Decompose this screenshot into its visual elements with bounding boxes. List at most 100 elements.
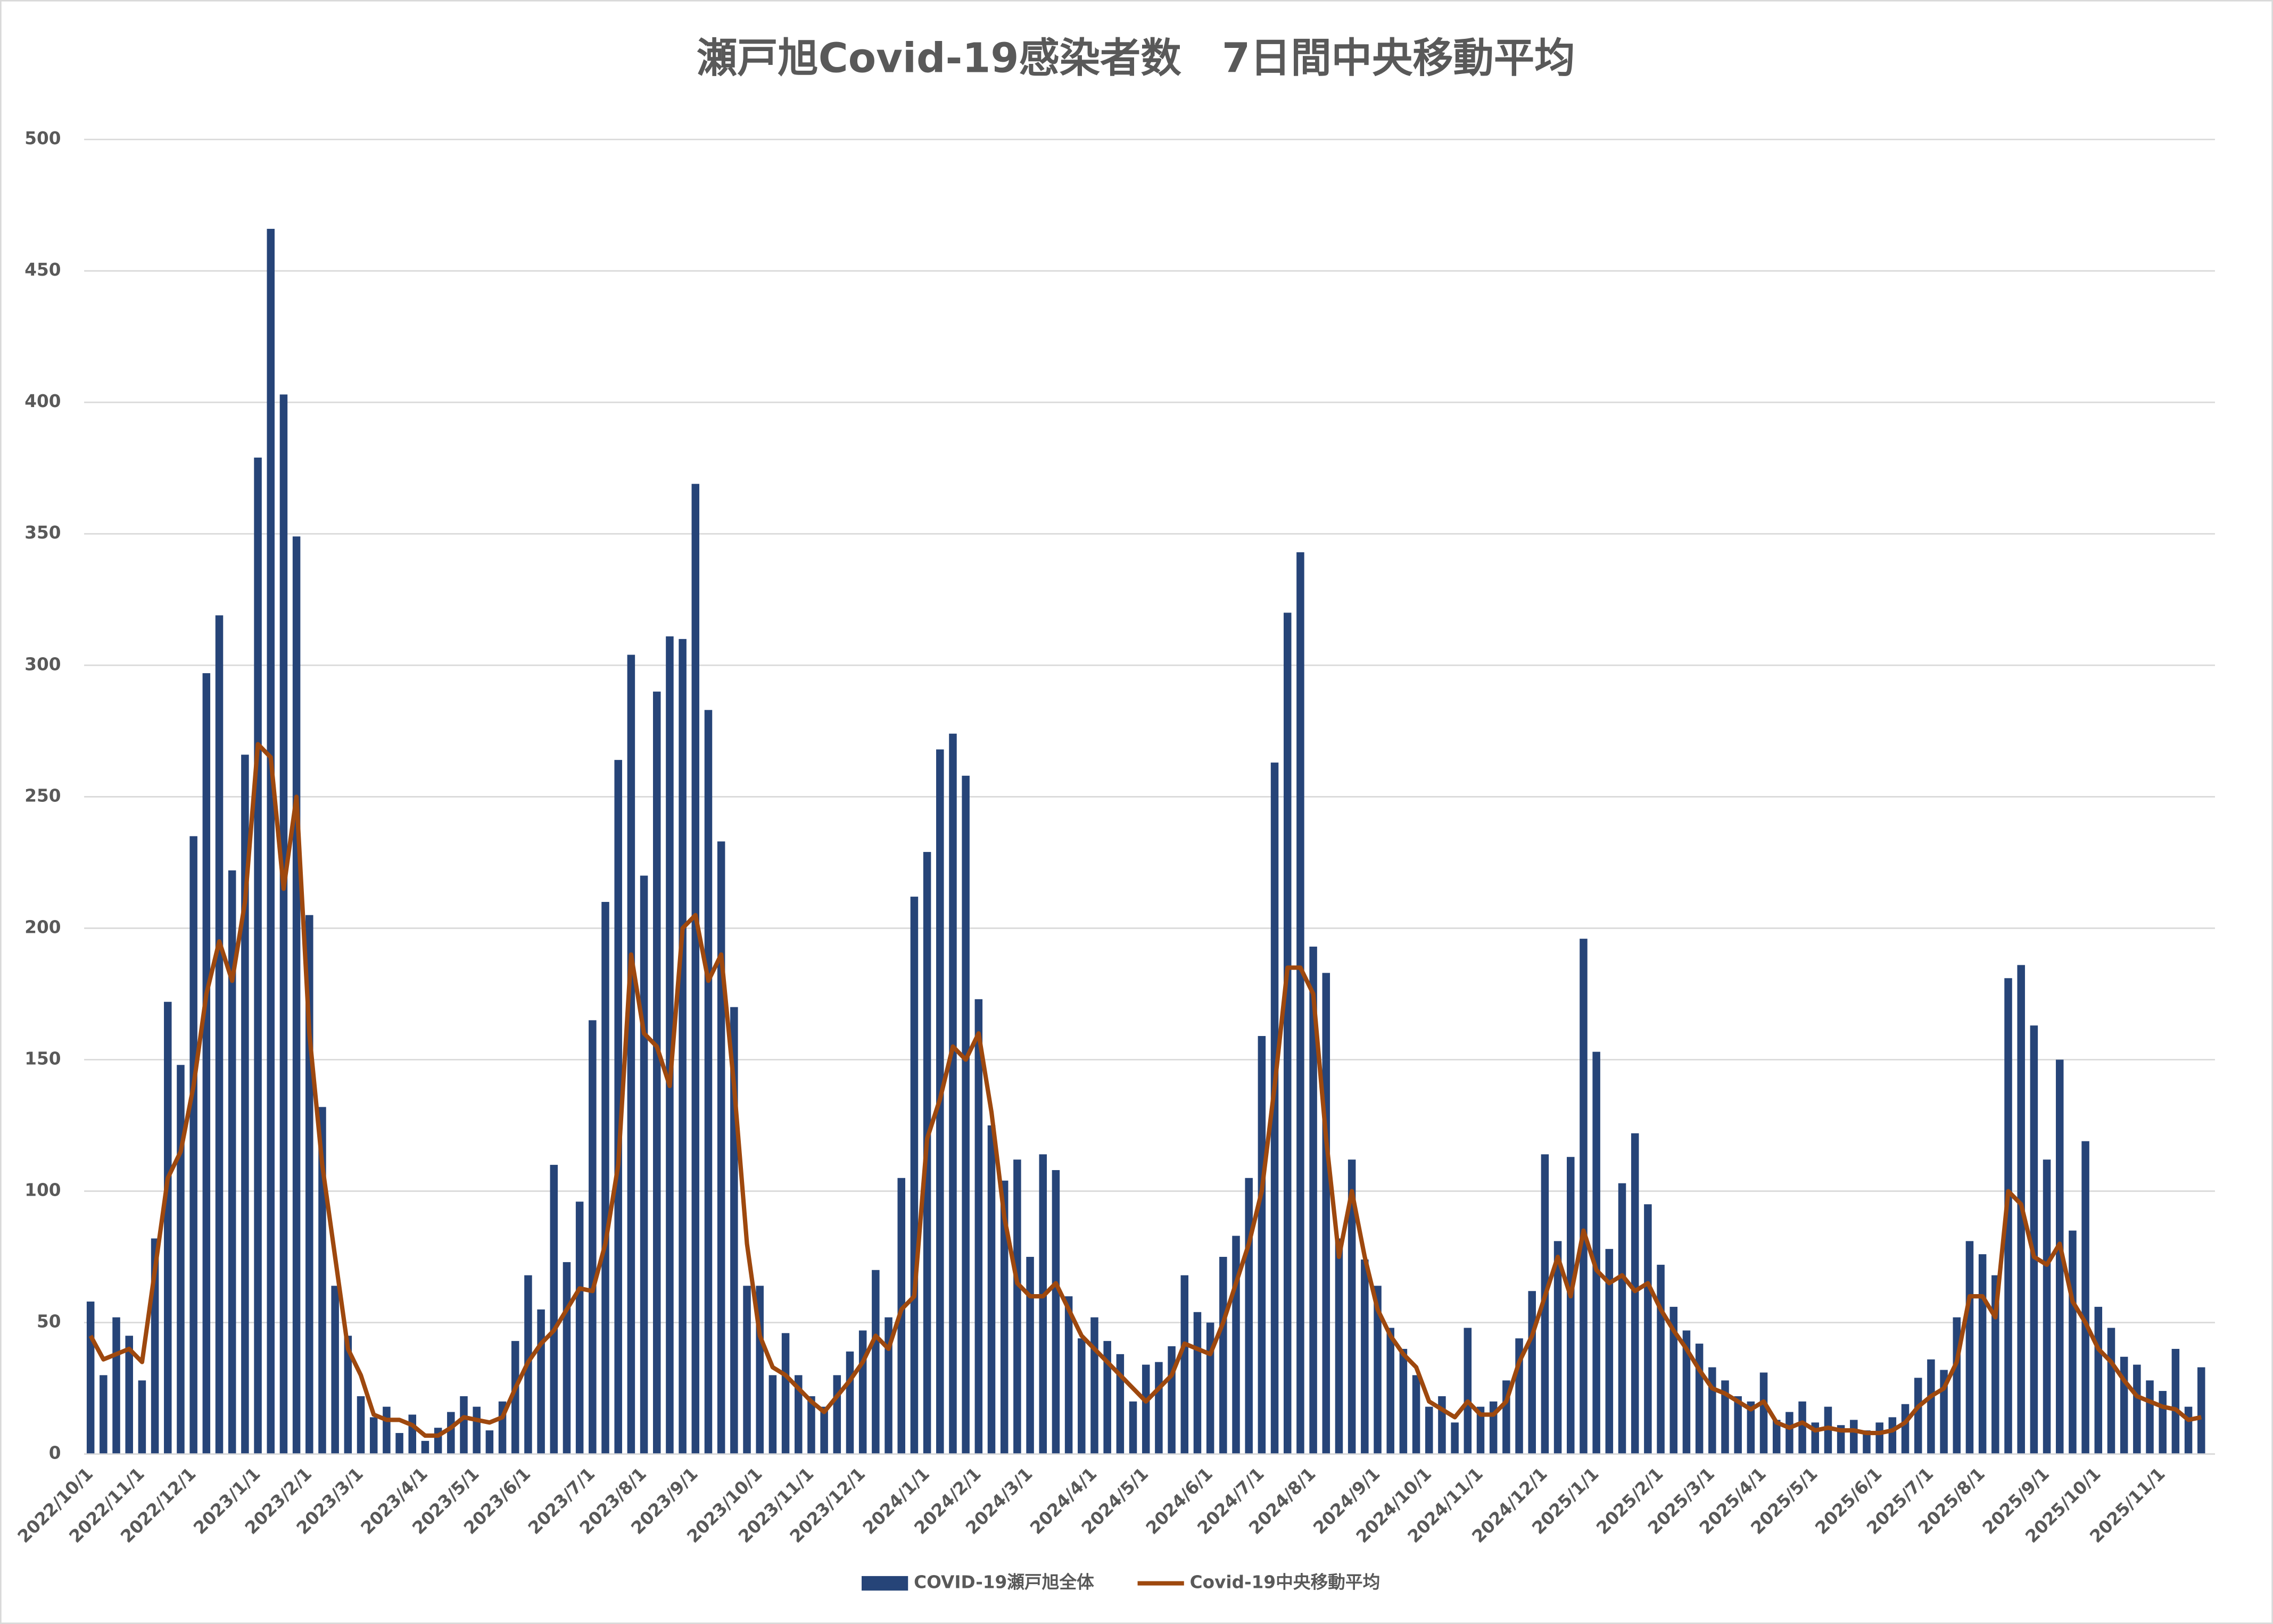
bar [2107, 1328, 2115, 1454]
bar [1580, 939, 1588, 1454]
bar [1180, 1275, 1189, 1454]
bar [1283, 612, 1292, 1454]
bar [795, 1375, 803, 1454]
bar [1193, 1312, 1202, 1454]
legend-swatch [862, 1576, 908, 1591]
bar [1399, 1348, 1408, 1454]
bar [292, 536, 301, 1454]
bar [820, 1406, 828, 1454]
bar [614, 760, 622, 1454]
bar [537, 1309, 545, 1454]
bar [627, 654, 635, 1454]
bar [743, 1286, 751, 1454]
bar [858, 1330, 867, 1454]
bar [331, 1286, 339, 1454]
bar [1708, 1367, 1716, 1454]
bar [1168, 1346, 1176, 1454]
bar [2197, 1367, 2205, 1454]
bar [575, 1202, 584, 1454]
bar [177, 1065, 185, 1454]
bar [1721, 1380, 1729, 1454]
bar [395, 1433, 403, 1454]
bar [1965, 1241, 1974, 1454]
bar [652, 691, 661, 1454]
bar [447, 1412, 455, 1454]
bar [1412, 1375, 1420, 1454]
bar [1888, 1417, 1897, 1454]
bar [1863, 1430, 1871, 1454]
bar [112, 1317, 120, 1454]
bar [189, 836, 197, 1454]
bar [691, 484, 700, 1454]
bar [1142, 1364, 1150, 1454]
bar [1116, 1354, 1125, 1454]
bar [1464, 1328, 1472, 1454]
bar [1914, 1378, 1922, 1454]
bar [1927, 1359, 1935, 1454]
bar [2081, 1141, 2089, 1454]
bar [1978, 1254, 1987, 1454]
y-tick-label: 450 [24, 260, 61, 280]
bar [1374, 1286, 1382, 1454]
bar [1798, 1401, 1806, 1454]
bar [1438, 1396, 1446, 1454]
bar [1078, 1338, 1086, 1454]
bar [1824, 1406, 1832, 1454]
bar [885, 1317, 892, 1454]
bar [962, 775, 970, 1454]
bar [666, 636, 674, 1454]
bar [1309, 946, 1317, 1454]
bar [1064, 1296, 1073, 1454]
y-tick-label: 100 [24, 1180, 61, 1200]
bar [563, 1262, 571, 1454]
bar [872, 1270, 880, 1454]
y-tick-label: 200 [24, 917, 61, 937]
bar [1155, 1362, 1163, 1454]
bar [1682, 1330, 1691, 1454]
bar [910, 897, 919, 1454]
bar [1270, 763, 1279, 1454]
bar [717, 841, 725, 1454]
bar [344, 1336, 352, 1454]
bar [1541, 1154, 1549, 1454]
bar [241, 755, 249, 1454]
y-tick-label: 300 [24, 654, 61, 674]
bar [1476, 1406, 1485, 1454]
bar [1013, 1159, 1021, 1454]
bar [601, 901, 609, 1454]
bar [1901, 1404, 1910, 1454]
bar [1219, 1257, 1227, 1454]
bar [1090, 1317, 1098, 1454]
bar [1052, 1170, 1060, 1454]
bar [1258, 1035, 1266, 1454]
y-tick-label: 500 [24, 128, 61, 148]
bar [781, 1333, 790, 1454]
legend-label: COVID-19瀬戸旭全体 [914, 1572, 1094, 1593]
bar [460, 1396, 468, 1454]
bar [1991, 1275, 1999, 1454]
y-tick-label: 350 [24, 523, 61, 543]
bar [511, 1341, 519, 1454]
bar [2171, 1348, 2180, 1454]
moving-average-line [88, 742, 2202, 1438]
bar [473, 1406, 481, 1454]
bar [1039, 1154, 1047, 1454]
bar [1000, 1180, 1009, 1454]
bar [987, 1125, 996, 1454]
bar [1245, 1178, 1253, 1454]
bar [2043, 1159, 2051, 1454]
bar [1567, 1157, 1575, 1454]
bar [2004, 978, 2012, 1454]
bar [254, 457, 262, 1454]
bar [1335, 1238, 1343, 1454]
bar [1592, 1051, 1600, 1454]
bar [1103, 1341, 1111, 1454]
bar [1425, 1406, 1433, 1454]
bar [2094, 1306, 2103, 1454]
bar [2069, 1230, 2077, 1454]
bar [949, 733, 957, 1454]
bar [1669, 1306, 1677, 1454]
bar [279, 394, 288, 1454]
bar [704, 710, 713, 1454]
